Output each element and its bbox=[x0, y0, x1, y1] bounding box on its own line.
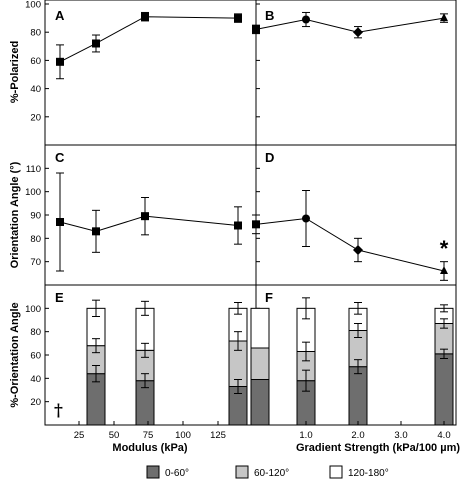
y-tick-label: 80 bbox=[30, 28, 41, 39]
series-line bbox=[59, 215, 239, 232]
panel-label-D: D bbox=[265, 150, 274, 165]
data-point bbox=[234, 14, 242, 23]
panel-C-chart bbox=[56, 172, 242, 272]
dagger-annotation: † bbox=[54, 401, 63, 421]
panel-label-B: B bbox=[265, 8, 274, 23]
legend-item: 60-120° bbox=[235, 465, 289, 479]
x-tick-label: 75 bbox=[143, 430, 154, 441]
panels: 20 40 60 80 100 70 80 90 100 110 20 40 60 80 100 %-Pola… bbox=[9, 0, 460, 454]
y-tick-label: 60 bbox=[30, 56, 41, 67]
x-tick-label: 25 bbox=[74, 430, 85, 441]
series-line bbox=[255, 217, 445, 272]
x-tick-label: 4.0 bbox=[437, 430, 450, 441]
data-point bbox=[302, 214, 310, 223]
data-point bbox=[440, 13, 448, 22]
x-axis-label: Gradient Strength (kPa/100 µm) bbox=[296, 442, 460, 454]
y-tick-label: 80 bbox=[30, 234, 41, 245]
y-tick-label: 60 bbox=[30, 351, 41, 362]
x-axis-label: Modulus (kPa) bbox=[112, 442, 188, 454]
bar-segment-120-180 bbox=[250, 307, 270, 349]
panel-label-A: A bbox=[55, 8, 65, 23]
panel-F-chart bbox=[250, 297, 454, 426]
legend-swatch bbox=[235, 465, 249, 479]
data-point bbox=[56, 57, 64, 66]
x-tick-label: 3.0 bbox=[394, 430, 407, 441]
x-tick-label: 100 bbox=[175, 430, 191, 441]
legend: 0-60° 60-120° 120-180° bbox=[146, 465, 389, 479]
legend-swatch bbox=[146, 465, 160, 479]
data-point bbox=[252, 220, 260, 229]
y-tick-label: 20 bbox=[30, 397, 41, 408]
panel-E-chart: † bbox=[54, 299, 248, 426]
data-point bbox=[56, 218, 64, 226]
data-point bbox=[302, 15, 310, 24]
y-axis-label: Orientation Angle (°) bbox=[9, 161, 21, 268]
panel-label-E: E bbox=[55, 290, 64, 305]
series-line bbox=[59, 16, 239, 63]
series-line bbox=[255, 17, 445, 33]
data-point bbox=[353, 27, 363, 38]
x-tick-label: 1.0 bbox=[299, 430, 312, 441]
panel-label-F: F bbox=[265, 290, 273, 305]
data-point bbox=[234, 221, 242, 230]
bar-segment-0-60 bbox=[250, 379, 270, 426]
x-tick-label: 2.0 bbox=[351, 430, 364, 441]
data-point bbox=[92, 227, 100, 236]
y-tick-label: 40 bbox=[30, 84, 41, 95]
y-tick-label: 40 bbox=[30, 374, 41, 385]
y-axis-label: %-Orientation Angle bbox=[9, 302, 21, 407]
legend-label: 60-120° bbox=[254, 468, 289, 479]
data-point bbox=[440, 266, 448, 274]
significance-asterisk: * bbox=[440, 236, 449, 261]
legend-label: 0-60° bbox=[165, 468, 189, 479]
panel-D-chart: * bbox=[252, 190, 449, 281]
y-tick-label: 100 bbox=[25, 0, 41, 11]
x-axis-modulus: 25 50 75 100 125 Modulus (kPa) bbox=[74, 421, 226, 454]
data-point bbox=[353, 245, 363, 255]
panel-B-chart bbox=[252, 11, 448, 39]
legend-label: 120-180° bbox=[348, 468, 389, 479]
legend-item: 0-60° bbox=[146, 465, 189, 479]
panel-label-C: C bbox=[55, 150, 65, 165]
data-point bbox=[92, 39, 100, 48]
legend-item: 120-180° bbox=[329, 465, 389, 479]
bar-segment-0-60 bbox=[348, 366, 368, 426]
x-tick-label: 125 bbox=[210, 430, 226, 441]
bar-segment-60-120 bbox=[250, 347, 270, 380]
panel-A-chart bbox=[56, 11, 242, 80]
y-tick-label: 20 bbox=[30, 112, 41, 123]
data-point bbox=[141, 12, 149, 21]
bar-segment-0-60 bbox=[434, 353, 454, 426]
y-tick-label: 100 bbox=[25, 187, 41, 198]
y-tick-label: 70 bbox=[30, 257, 41, 268]
y-tick-label: 90 bbox=[30, 211, 41, 222]
data-point bbox=[141, 212, 149, 221]
y-axis-label: %-Polarized bbox=[9, 41, 21, 103]
x-tick-label: 50 bbox=[109, 430, 120, 441]
y-tick-label: 100 bbox=[25, 304, 41, 315]
y-tick-label: 110 bbox=[26, 164, 41, 175]
legend-swatch bbox=[329, 465, 343, 479]
data-point bbox=[252, 25, 260, 34]
y-tick-label: 80 bbox=[30, 327, 41, 338]
